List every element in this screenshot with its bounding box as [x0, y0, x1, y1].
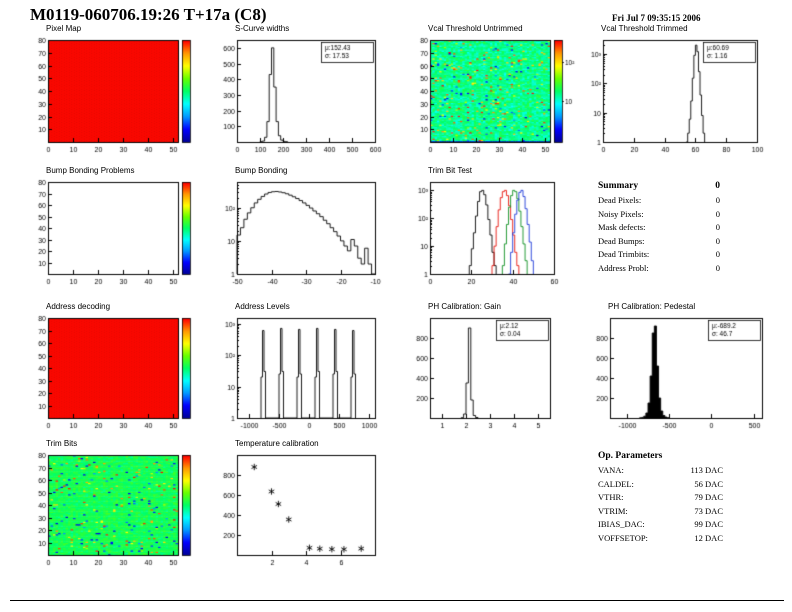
summary-row: Dead Trimbits: 0	[598, 248, 720, 262]
plot-title: PH Calibration: Pedestal	[608, 302, 696, 311]
op-parameter-row: CALDEL: 56 DAC	[598, 478, 723, 492]
timestamp: Fri Jul 7 09:35:15 2006	[612, 13, 701, 23]
op-parameter-label: VTHR:	[598, 492, 624, 502]
ph-calibration-gain-chart	[402, 313, 558, 432]
op-parameter-value: 73 DAC	[694, 505, 723, 516]
summary-row-value: 0	[715, 208, 720, 219]
op-parameter-row: VOFFSETOP: 12 DAC	[598, 532, 723, 546]
op-parameter-value: 113 DAC	[690, 465, 723, 475]
summary-row-value: 0	[715, 235, 720, 246]
op-parameter-row: IBIAS_DAC: 99 DAC	[598, 518, 723, 532]
plot-title: Address decoding	[46, 302, 111, 311]
summary-header: Summary 0	[598, 179, 720, 194]
summary-row-label: Dead Trimbits:	[598, 249, 650, 259]
summary-row: Dead Pixels: 0	[598, 194, 720, 208]
ph-calibration-pedestal-chart	[582, 313, 770, 432]
bump-bonding-problems-plot: Bump Bonding Problems	[20, 166, 204, 288]
summary-row-value: 0	[715, 249, 720, 259]
scurve-widths-plot: S-Curve widths	[209, 24, 383, 156]
summary-row-label: Dead Pixels:	[598, 195, 642, 205]
op-parameter-label: VTRIM:	[598, 505, 628, 516]
plot-title: Vcal Threshold Untrimmed	[428, 24, 523, 33]
vcal-threshold-untrimmed-plot: Vcal Threshold Untrimmed	[402, 24, 576, 156]
op-parameters-block: Op. Parameters VANA: 113 DAC CALDEL: 56 DA…	[598, 449, 723, 545]
ph-calibration-gain-plot: PH Calibration: Gain	[402, 302, 558, 432]
address-levels-plot: Address Levels	[209, 302, 383, 432]
op-parameter-row: VTHR: 79 DAC	[598, 491, 723, 505]
vcal-threshold-trimmed-plot: Vcal Threshold Trimmed	[575, 24, 765, 156]
op-parameters-header: Op. Parameters	[598, 449, 723, 464]
op-parameter-value: 12 DAC	[694, 532, 723, 543]
summary-row-label: Address Probl:	[598, 262, 649, 273]
temperature-calibration-plot: Temperature calibration	[209, 439, 383, 569]
page-border-bottom	[10, 600, 784, 601]
trim-bits-plot: Trim Bits	[20, 439, 204, 569]
address-levels-chart	[209, 313, 383, 432]
summary-row-value: 0	[715, 195, 720, 205]
address-decoding-chart	[20, 313, 204, 432]
summary-title: Summary	[598, 181, 639, 191]
plot-title: Pixel Map	[46, 24, 82, 33]
temperature-calibration-chart	[209, 450, 383, 569]
trim-bits-chart	[20, 450, 204, 569]
bump-bonding-chart	[209, 177, 383, 288]
plot-title: Address Levels	[235, 302, 290, 311]
bump-bonding-problems-chart	[20, 177, 204, 288]
op-parameter-value: 99 DAC	[694, 519, 723, 529]
plot-title: Bump Bonding	[235, 166, 288, 175]
op-parameter-row: VTRIM: 73 DAC	[598, 505, 723, 519]
plot-title: Trim Bit Test	[428, 166, 473, 175]
summary-row-label: Noisy Pixels:	[598, 208, 644, 219]
bump-bonding-plot: Bump Bonding	[209, 166, 383, 288]
vcal-threshold-trimmed-chart	[575, 35, 765, 156]
plot-title: Bump Bonding Problems	[46, 166, 135, 175]
trim-bit-test-plot: Trim Bit Test	[402, 166, 562, 288]
summary-row-value: 0	[715, 222, 720, 232]
summary-total: 0	[715, 181, 720, 191]
op-parameter-value: 56 DAC	[694, 478, 723, 489]
page-title: M0119-060706.19:26 T+17a (C8)	[30, 5, 267, 24]
scurve-widths-chart	[209, 35, 383, 156]
summary-block: Summary 0 Dead Pixels: 0 Noisy Pixels: 0 M…	[598, 179, 720, 275]
vcal-threshold-untrimmed-chart	[402, 35, 576, 156]
plot-title: Trim Bits	[46, 439, 78, 448]
summary-row-label: Mask defects:	[598, 222, 646, 232]
pixel-map-chart	[20, 35, 204, 156]
op-parameters-title: Op. Parameters	[598, 451, 663, 461]
plot-title: Vcal Threshold Trimmed	[601, 24, 688, 33]
address-decoding-plot: Address decoding	[20, 302, 204, 432]
ph-calibration-pedestal-plot: PH Calibration: Pedestal	[582, 302, 770, 432]
op-parameter-label: VOFFSETOP:	[598, 532, 648, 543]
op-parameter-label: IBIAS_DAC:	[598, 519, 645, 529]
plot-title: Temperature calibration	[235, 439, 319, 448]
op-parameter-label: CALDEL:	[598, 478, 634, 489]
summary-row: Mask defects: 0	[598, 221, 720, 235]
summary-row-label: Dead Bumps:	[598, 235, 645, 246]
op-parameter-label: VANA:	[598, 465, 624, 475]
op-parameter-row: VANA: 113 DAC	[598, 464, 723, 478]
plot-title: S-Curve widths	[235, 24, 290, 33]
op-parameter-value: 79 DAC	[694, 492, 723, 502]
summary-row: Dead Bumps: 0	[598, 235, 720, 249]
trim-bit-test-chart	[402, 177, 562, 288]
pixel-map-plot: Pixel Map	[20, 24, 204, 156]
plot-title: PH Calibration: Gain	[428, 302, 501, 311]
summary-row: Noisy Pixels: 0	[598, 208, 720, 222]
summary-row-value: 0	[715, 262, 720, 273]
summary-row: Address Probl: 0	[598, 262, 720, 276]
